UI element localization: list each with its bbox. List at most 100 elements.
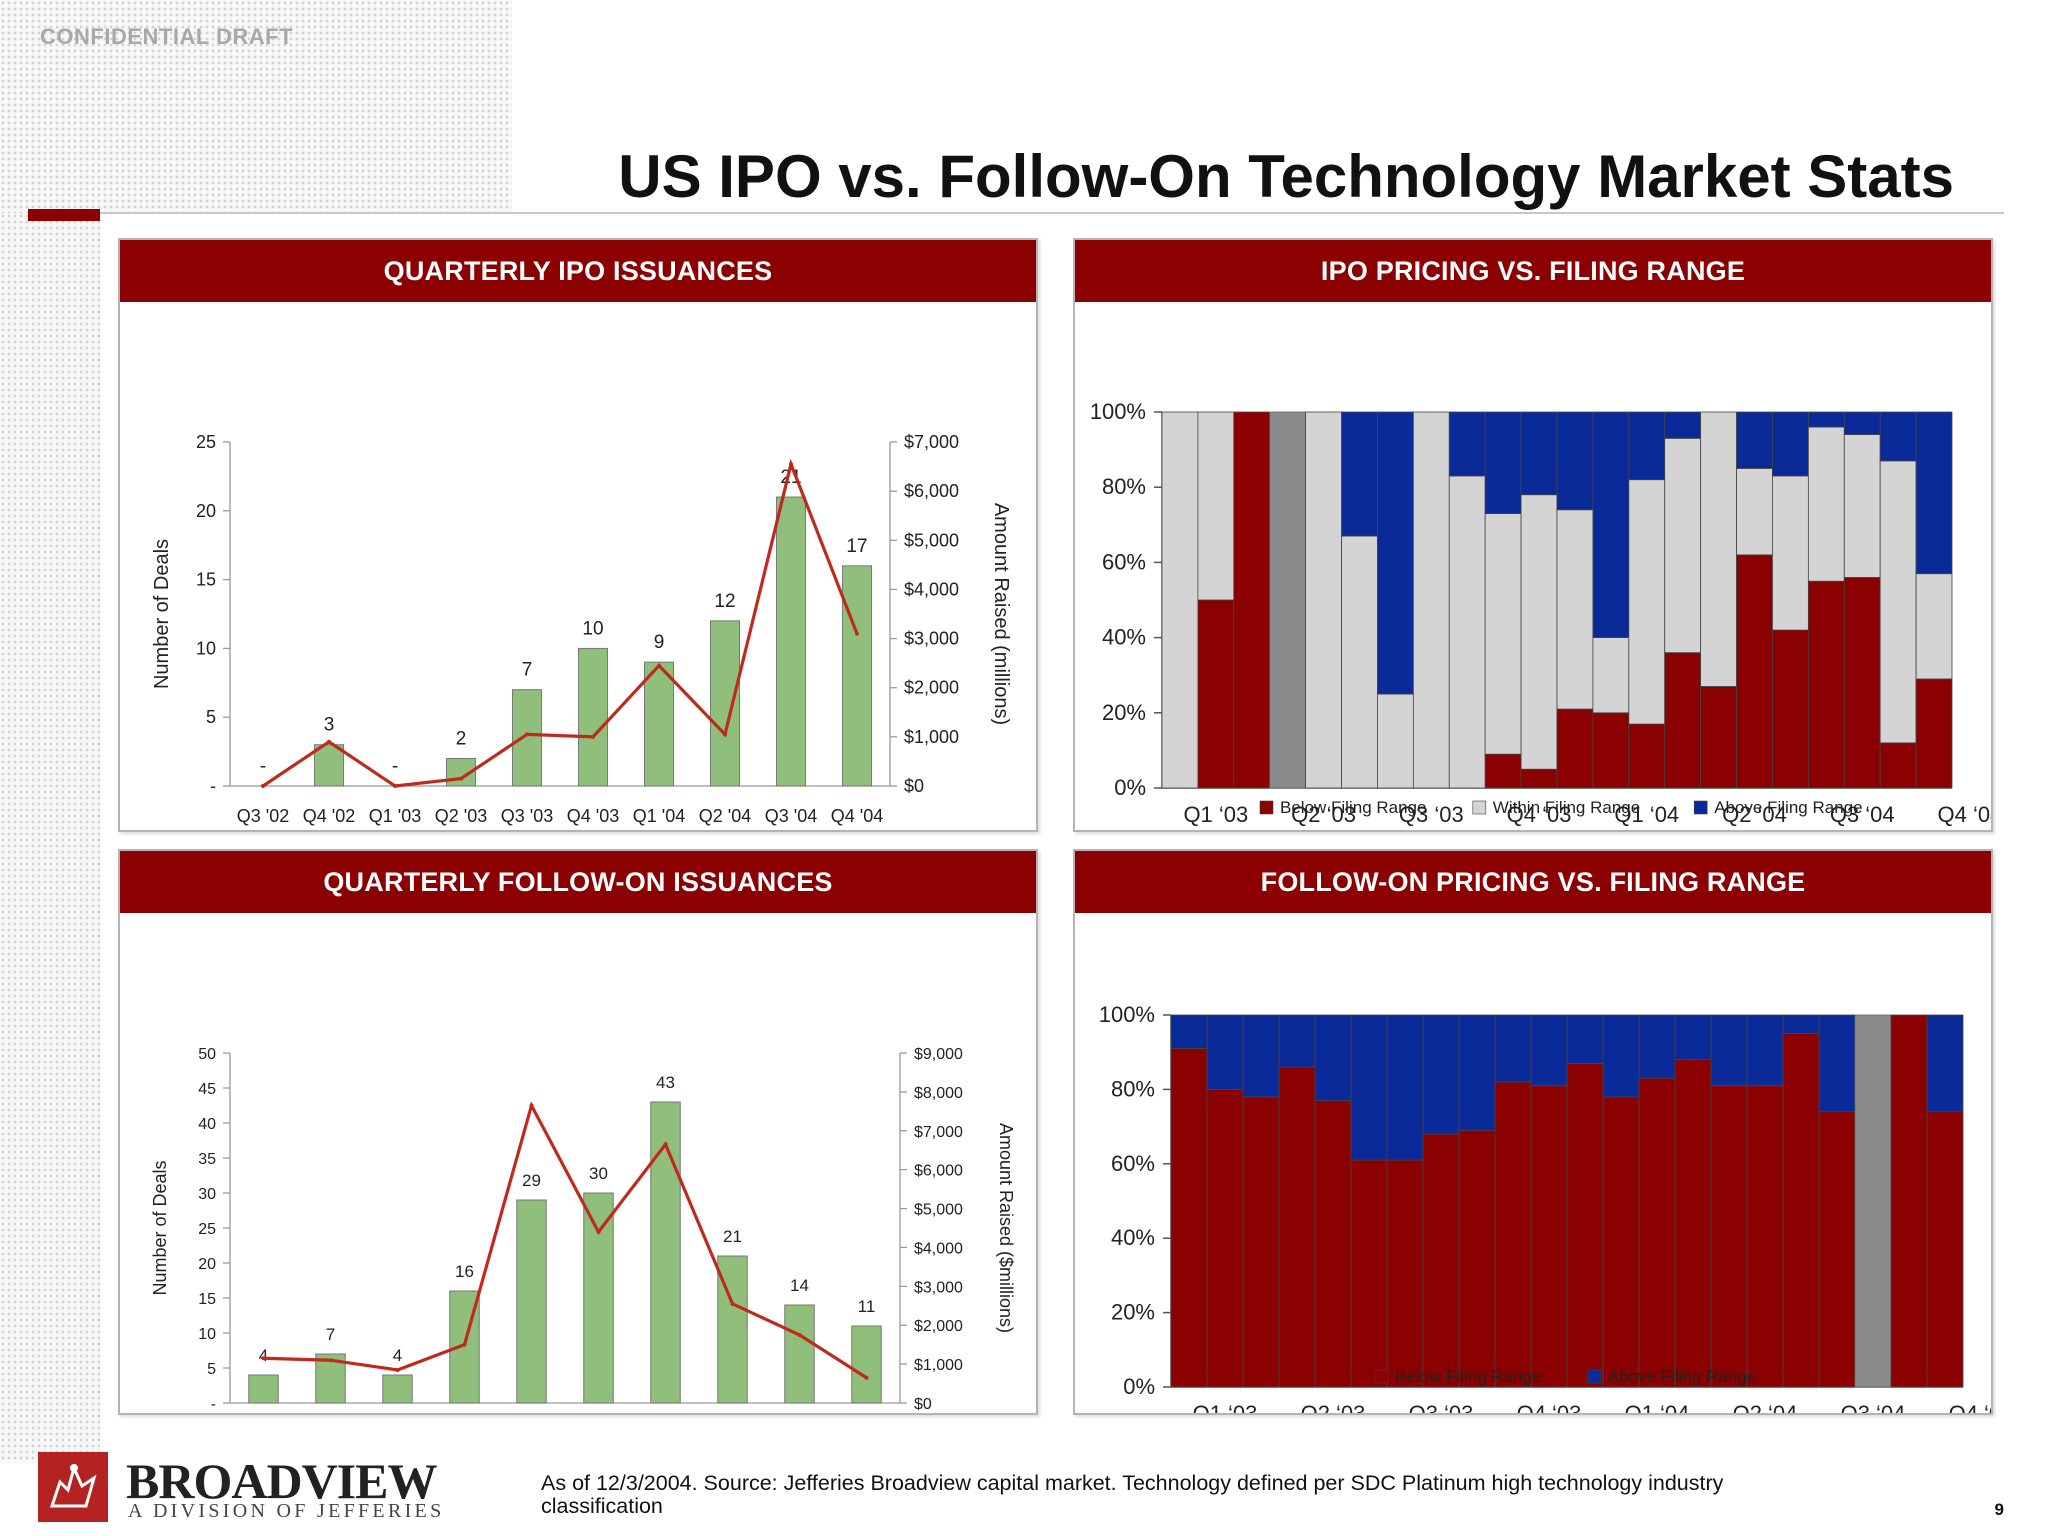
above-range-segment: [1520, 411, 1558, 496]
follow-on-issuances-panel: QUARTERLY FOLLOW-ON ISSUANCES - 5 10 15 20 25…: [118, 849, 1038, 1415]
source-footnote: As of 12/3/2004. Source: Jefferies Broad…: [541, 1471, 1724, 1518]
deal-count-bar: [382, 1374, 413, 1404]
legend-label: Below Filing Range: [1280, 798, 1426, 817]
above-range-segment: [1386, 1014, 1424, 1161]
bar-data-label: 17: [846, 536, 867, 557]
no-data-bar: [1854, 1014, 1892, 1388]
below-range-segment: [1818, 1111, 1856, 1388]
below-range-segment: [1890, 1014, 1928, 1388]
below-range-segment: [1638, 1077, 1676, 1388]
y-tick-label: -: [211, 1396, 216, 1413]
griffin-crest-icon: [38, 1452, 108, 1522]
bar-data-label: 30: [589, 1164, 608, 1183]
x-tick-label: Q1 '04: [633, 806, 685, 826]
above-range-segment: [1638, 1014, 1676, 1079]
panel-title: QUARTERLY IPO ISSUANCES: [120, 240, 1036, 302]
within-range-segment: [1448, 475, 1486, 789]
x-tick-label: Q3 ‘03: [1409, 1401, 1474, 1413]
above-range-segment: [1879, 411, 1917, 462]
x-tick-label: Q2 '04: [699, 806, 751, 826]
within-range-segment: [1664, 437, 1702, 654]
below-range-segment: [1458, 1129, 1496, 1388]
deal-count-bar: [650, 1101, 681, 1404]
amount-raised-point: [393, 784, 397, 788]
below-range-segment: [1700, 686, 1737, 789]
y-tick-label: 40: [198, 1116, 216, 1133]
amount-raised-point: [261, 1356, 266, 1361]
y-tick-label: 35: [198, 1151, 216, 1168]
within-range-segment: [1520, 494, 1558, 770]
below-range-segment: [1926, 1111, 1964, 1388]
above-range-segment: [1242, 1014, 1280, 1098]
y2-tick-label: $5,000: [914, 1202, 963, 1219]
within-range-segment: [1197, 411, 1235, 601]
x-tick-label: Q2 ‘03: [1301, 1401, 1366, 1413]
y-tick-label: 60%: [1111, 1151, 1155, 1176]
page-title: US IPO vs. Follow-On Technology Market S…: [618, 143, 1954, 210]
amount-raised-line: [263, 1101, 868, 1380]
amount-raised-point: [855, 631, 859, 636]
within-range-segment: [1772, 475, 1809, 631]
within-range-segment: [1628, 479, 1666, 725]
title-accent-bar: [28, 209, 100, 221]
deal-count-bar: [851, 1325, 882, 1404]
ipo-issuances-panel: QUARTERLY IPO ISSUANCES - 5 10 15 20 25 $0 $1,0…: [118, 238, 1038, 832]
x-tick-label: Q3 '02: [237, 806, 289, 826]
legend-swatch: [1259, 800, 1274, 815]
below-range-segment: [1843, 577, 1881, 789]
y-tick-label: 80%: [1111, 1076, 1155, 1101]
x-tick-label: Q1 '03: [369, 806, 421, 826]
above-range-segment: [1674, 1014, 1712, 1061]
follow-on-issuances-chart: - 5 10 15 20 25 30 35 40 45 50 $0 $1,000 $2,000 $3,000…: [150, 1046, 1016, 1413]
below-range-segment: [1197, 599, 1235, 789]
y2-tick-label: $6,000: [904, 481, 959, 501]
above-range-segment: [1556, 411, 1594, 511]
above-range-segment: [1602, 1014, 1640, 1098]
below-range-segment: [1170, 1048, 1208, 1388]
y-tick-label: 10: [196, 638, 216, 658]
x-tick-label: Q4 '04: [831, 806, 883, 826]
amount-raised-point: [327, 739, 331, 744]
above-range-segment: [1772, 411, 1809, 477]
y2-tick-label: $4,000: [904, 579, 959, 599]
legend-swatch: [1472, 800, 1487, 815]
y-tick-label: 80%: [1102, 474, 1146, 499]
below-range-segment: [1807, 580, 1845, 789]
y-axis-title: Number of Deals: [151, 539, 173, 689]
y-tick-label: 100%: [1099, 1002, 1155, 1027]
x-tick-label: Q1 ‘04: [1614, 802, 1679, 827]
x-tick-label: Q4 ‘03: [1517, 1401, 1582, 1413]
bar-data-label: -: [392, 756, 398, 777]
confidential-draft-label: CONFIDENTIAL DRAFT: [40, 24, 294, 49]
legend-label: Above Filing Range: [1714, 798, 1862, 817]
y2-tick-label: $2,000: [904, 678, 959, 698]
amount-raised-point: [395, 1367, 400, 1372]
amount-raised-point: [459, 776, 463, 781]
panel-title: IPO PRICING VS. FILING RANGE: [1075, 240, 1991, 302]
y-tick-label: 10: [198, 1326, 216, 1343]
below-range-segment: [1772, 629, 1809, 789]
x-tick-label: Q1 ‘03: [1193, 1401, 1258, 1413]
y-tick-label: 0%: [1114, 775, 1146, 800]
amount-raised-point: [328, 1358, 333, 1363]
deal-count-bar: [516, 1199, 547, 1404]
y-axis-title: Number of Deals: [150, 1160, 170, 1295]
above-range-segment: [1628, 411, 1666, 481]
y-tick-label: 100%: [1090, 399, 1146, 424]
below-range-segment: [1494, 1081, 1532, 1388]
above-range-segment: [1530, 1014, 1568, 1087]
y-tick-label: 20%: [1102, 700, 1146, 725]
above-range-segment: [1341, 411, 1378, 537]
logo-tagline: A DIVISION OF JEFFERIES: [128, 1500, 445, 1522]
above-range-segment: [1736, 411, 1773, 469]
y-tick-label: 15: [198, 1291, 216, 1308]
bar-data-label: 21: [723, 1227, 742, 1246]
legend-swatch: [1374, 1369, 1389, 1384]
x-tick-label: Q2 ‘04: [1733, 1401, 1798, 1413]
deal-count-bar: [583, 1192, 614, 1404]
within-range-segment: [1700, 411, 1737, 687]
y-tick-label: 20: [196, 501, 216, 521]
y-tick-label: 25: [198, 1221, 216, 1238]
amount-raised-point: [730, 1301, 735, 1306]
y2-tick-label: $1,000: [904, 727, 959, 747]
